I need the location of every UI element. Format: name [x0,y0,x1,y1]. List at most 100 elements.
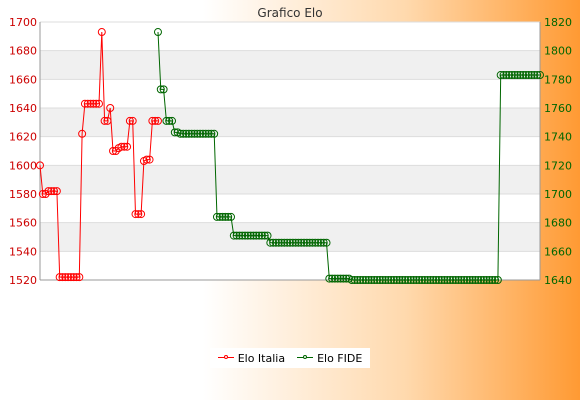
right-tick-label: 1740 [544,131,572,144]
data-point-italia [131,210,140,219]
data-point-fide [255,231,264,240]
data-point-fide [387,276,396,284]
data-point-fide [536,71,544,80]
data-point-fide [308,238,317,247]
data-point-fide [314,238,323,247]
data-point-fide [454,276,463,284]
data-point-fide [491,276,500,284]
data-point-italia [47,187,56,196]
plot-band [40,222,540,252]
data-point-fide [224,212,233,221]
data-point-fide [462,276,471,284]
data-point-fide [187,129,196,138]
data-point-fide [381,276,390,284]
data-point-fide [221,212,230,221]
data-point-italia [89,99,98,108]
data-point-fide [201,129,210,138]
data-point-fide [364,276,373,284]
data-point-fide [241,231,250,240]
data-point-fide [280,238,289,247]
data-point-fide [319,238,328,247]
data-point-fide [297,238,306,247]
legend-marker-italia [217,353,234,363]
data-point-fide [249,231,258,240]
data-point-fide [260,231,269,240]
data-point-italia [103,116,112,125]
chart-title: Grafico Elo [257,6,322,20]
data-point-italia [145,155,154,164]
data-point-fide [229,231,238,240]
data-point-fide [305,238,314,247]
data-point-italia [137,210,146,219]
data-point-fide [311,238,320,247]
data-point-fide [392,276,401,284]
data-point-fide [263,231,272,240]
data-point-fide [162,116,171,125]
data-point-fide [204,129,213,138]
data-point-italia [66,273,75,282]
data-point-italia [55,273,64,282]
data-point-fide [359,276,368,284]
data-point-italia [36,161,44,170]
data-point-fide [373,276,382,284]
data-point-italia [153,116,162,125]
gridlines [39,21,541,281]
data-point-fide [269,238,278,247]
data-point-italia [64,273,73,282]
data-point-italia [111,147,120,155]
data-point-fide [350,276,359,284]
data-point-fide [361,276,370,284]
data-point-italia [75,273,84,282]
data-point-fide [232,231,241,240]
data-point-italia [97,28,106,37]
data-point-fide [316,238,325,247]
data-point-fide [457,276,466,284]
data-point-fide [429,276,438,284]
data-point-fide [227,212,236,221]
data-point-fide [212,212,221,221]
plot-band [40,165,540,194]
left-tick-label: 1540 [9,245,37,258]
data-point-fide [288,238,297,247]
data-point-italia [123,142,132,151]
data-point-italia [100,116,109,125]
data-point-fide [198,129,207,138]
data-point-fide [493,276,502,284]
data-point-fide [418,276,427,284]
data-point-fide [356,276,365,284]
data-point-fide [533,71,542,80]
series-line-italia [39,31,158,278]
right-tick-label: 1720 [544,159,572,172]
data-point-fide [406,276,415,284]
data-point-fide [207,129,216,138]
data-point-fide [395,276,404,284]
data-point-fide [465,276,474,284]
data-point-fide [336,274,345,283]
data-point-fide [252,231,261,240]
legend-item-italia: Elo Italia [217,351,286,365]
left-tick-label: 1560 [9,217,37,230]
legend-label-italia: Elo Italia [237,351,286,365]
data-point-fide [468,276,477,284]
data-point-fide [530,71,539,80]
data-point-fide [238,231,247,240]
right-tick-label: 1760 [544,102,572,115]
data-point-fide [460,276,469,284]
data-point-fide [485,276,494,284]
legend-marker-fide [297,353,314,363]
data-point-fide [339,274,348,283]
data-point-italia [80,99,89,108]
data-point-fide [168,116,177,125]
data-point-italia [134,210,143,219]
data-point-italia [106,104,115,112]
data-point-fide [302,238,311,247]
data-point-fide [367,276,376,284]
right-tick-label: 1680 [544,217,572,230]
data-point-italia [151,116,160,125]
data-point-italia [83,99,92,108]
data-point-fide [502,71,511,80]
data-point-fide [156,85,165,94]
data-point-fide [513,71,522,80]
data-point-italia [120,142,129,151]
data-point-fide [420,276,429,284]
